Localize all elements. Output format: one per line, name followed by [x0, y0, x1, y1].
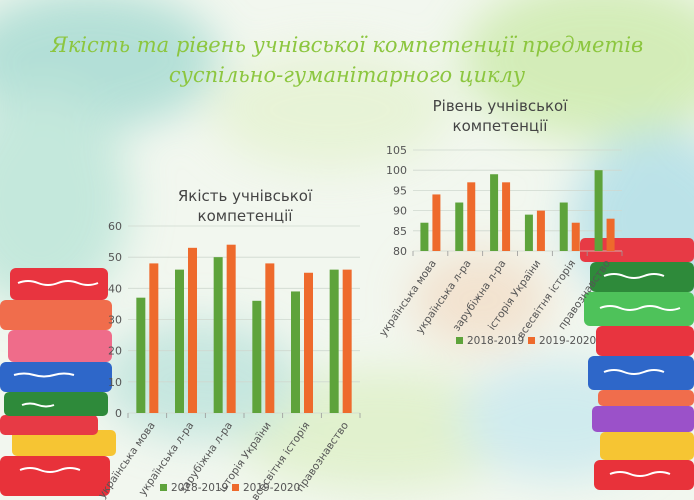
- quality-bar-2018-2019: [329, 269, 339, 413]
- level-chart-title-line2: компетенції: [452, 117, 548, 135]
- level-legend-label: 2018-2019: [467, 335, 524, 347]
- level-y-tick-label: 85: [393, 225, 407, 238]
- level-chart-title-line1: Рівень учнівської: [432, 97, 568, 115]
- quality-bar-2019-2020: [304, 272, 313, 413]
- level-y-tick-label: 105: [386, 144, 407, 157]
- quality-bar-2018-2019: [213, 257, 223, 413]
- level-bar-2018-2019: [594, 170, 603, 251]
- level-bar-2019-2020: [502, 182, 511, 251]
- level-bar-2018-2019: [420, 222, 429, 251]
- level-y-tick-label: 95: [393, 184, 407, 197]
- quality-y-tick-label: 50: [108, 251, 122, 264]
- quality-bar-2018-2019: [136, 297, 146, 413]
- quality-bar-2019-2020: [265, 263, 275, 413]
- level-y-tick-label: 90: [393, 205, 407, 218]
- level-bar-2018-2019: [524, 214, 533, 251]
- quality-y-tick-label: 10: [108, 376, 122, 389]
- quality-legend-label: 2018-2019: [171, 482, 228, 494]
- level-legend-swatch: [456, 337, 463, 344]
- level-y-tick-label: 80: [393, 245, 407, 258]
- quality-bar-2019-2020: [226, 244, 236, 413]
- quality-chart-title-line2: компетенції: [197, 207, 293, 225]
- level-bar-2019-2020: [571, 222, 580, 251]
- books-stack-right-illustration: [580, 238, 694, 490]
- quality-bar-2019-2020: [149, 263, 159, 413]
- level-bar-2018-2019: [559, 202, 568, 251]
- quality-bar-2019-2020: [188, 247, 197, 413]
- quality-legend-swatch: [160, 484, 167, 491]
- quality-bar-2018-2019: [291, 291, 300, 413]
- level-bar-2019-2020: [432, 194, 441, 251]
- level-y-tick-label: 100: [386, 164, 407, 177]
- level-bar-2019-2020: [606, 218, 615, 251]
- quality-bar-2019-2020: [342, 269, 352, 413]
- quality-chart-title: Якість учнівської компетенції: [140, 186, 350, 226]
- level-bar-2019-2020: [536, 210, 545, 251]
- quality-bar-2018-2019: [252, 300, 262, 413]
- quality-y-tick-label: 20: [108, 345, 122, 358]
- level-bar-2019-2020: [467, 182, 476, 251]
- quality-legend-swatch: [232, 484, 239, 491]
- quality-y-tick-label: 30: [108, 314, 122, 327]
- slide-title: Якість та рівень учнівської компетенції …: [20, 30, 674, 90]
- level-chart-title: Рівень учнівської компетенції: [395, 96, 605, 136]
- level-bar-2018-2019: [490, 174, 499, 251]
- quality-y-tick-label: 40: [108, 282, 122, 295]
- quality-bar-2018-2019: [175, 269, 184, 413]
- level-legend-swatch: [528, 337, 535, 344]
- slide-title-line2: суспільно-гуманітарного циклу: [168, 63, 526, 87]
- quality-y-tick-label: 0: [115, 407, 122, 420]
- books-stack-left-illustration: [0, 268, 116, 496]
- level-bar-2018-2019: [455, 202, 464, 251]
- level-legend-label: 2019-2020: [539, 335, 596, 347]
- quality-legend-label: 2019-2020: [243, 482, 300, 494]
- slide-title-line1: Якість та рівень учнівської компетенції …: [50, 33, 644, 57]
- quality-y-tick-label: 60: [108, 220, 122, 233]
- quality-chart-title-line1: Якість учнівської: [177, 187, 313, 205]
